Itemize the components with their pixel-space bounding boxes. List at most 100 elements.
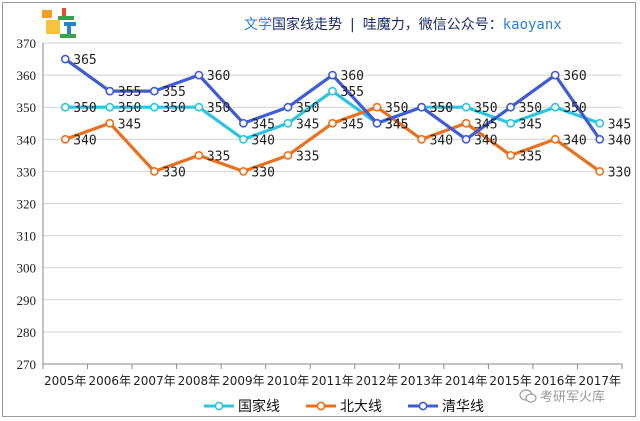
legend: 国家线 北大线 清华线 — [204, 396, 484, 416]
data-label: 345 — [341, 117, 364, 132]
data-label: 340 — [563, 133, 586, 148]
data-point — [328, 118, 337, 128]
data-point — [417, 102, 426, 112]
data-label: 340 — [251, 133, 274, 148]
data-label: 345 — [385, 117, 408, 132]
data-point — [595, 118, 605, 128]
data-label: 335 — [519, 149, 542, 164]
x-tick-label: 2006年 — [89, 374, 132, 388]
data-label: 350 — [563, 101, 586, 116]
data-label: 360 — [563, 69, 586, 84]
data-point — [372, 118, 382, 128]
x-tick-label: 2005年 — [44, 374, 87, 388]
data-point — [328, 86, 337, 96]
data-label: 345 — [519, 117, 542, 132]
legend-item: 清华线 — [408, 396, 484, 416]
x-tick-label: 2014年 — [445, 374, 488, 388]
header-credit: 哇魔力，微信公众号： — [362, 17, 503, 33]
data-label: 350 — [73, 101, 96, 116]
legend-item: 国家线 — [204, 396, 280, 416]
legend-label: 国家线 — [238, 399, 280, 415]
data-label: 350 — [296, 101, 319, 116]
data-point — [194, 70, 204, 80]
header-subject: 文学 — [244, 17, 272, 33]
data-point — [461, 102, 471, 112]
data-point — [506, 150, 516, 160]
data-label: 335 — [207, 149, 230, 164]
y-tick-label: 310 — [17, 229, 37, 244]
y-tick-label: 360 — [17, 68, 37, 83]
data-point — [550, 70, 560, 80]
header-account: kaoyanx — [502, 17, 562, 33]
data-point — [60, 134, 70, 144]
y-tick-label: 270 — [17, 357, 37, 372]
data-label: 345 — [474, 117, 497, 132]
data-point — [550, 134, 560, 144]
legend-swatch — [306, 401, 336, 411]
data-label: 350 — [430, 101, 453, 116]
data-point — [149, 166, 159, 176]
data-point — [417, 134, 426, 144]
data-point — [372, 102, 382, 112]
x-tick-labels: 2005年 2006年 2007年 2008年 2009年 2010年 2011年 2012年… — [44, 374, 621, 388]
data-label: 340 — [430, 133, 453, 148]
y-tick-label: 280 — [17, 325, 37, 340]
wechat-icon — [519, 388, 537, 403]
data-label: 355 — [162, 85, 185, 100]
y-tick-label: 340 — [17, 132, 37, 147]
data-point — [60, 54, 70, 64]
data-label: 350 — [430, 101, 453, 116]
data-point — [283, 150, 293, 160]
data-label: 340 — [474, 133, 497, 148]
x-tick-label: 2015年 — [489, 374, 532, 388]
header-title: 国家线走势 — [272, 17, 342, 33]
data-label: 330 — [251, 165, 274, 180]
watermark-text: 考研军火库 — [540, 390, 606, 405]
data-label: 360 — [207, 69, 230, 84]
y-tick-label: 320 — [17, 197, 37, 212]
data-point — [105, 102, 115, 112]
data-label: 355 — [118, 85, 141, 100]
data-label: 330 — [162, 165, 185, 180]
y-tick-label: 330 — [17, 164, 37, 179]
data-point — [194, 102, 204, 112]
chart-frame — [2, 2, 636, 417]
data-point — [60, 102, 70, 112]
y-tick-label: 370 — [17, 36, 37, 51]
legend-label: 清华线 — [442, 399, 484, 415]
y-tick-label: 350 — [17, 100, 37, 115]
data-point — [105, 86, 115, 96]
data-label: 330 — [608, 165, 631, 180]
data-label: 355 — [341, 85, 364, 100]
data-point — [239, 134, 248, 144]
data-label: 340 — [73, 133, 96, 148]
data-label: 350 — [162, 101, 185, 116]
data-point — [595, 134, 605, 144]
axes — [42, 43, 623, 369]
header-separator: | — [350, 17, 355, 33]
legend-swatch — [204, 401, 234, 411]
data-label: 350 — [118, 101, 141, 116]
legend-item: 北大线 — [306, 396, 382, 416]
data-label: 340 — [608, 133, 631, 148]
data-point — [239, 118, 248, 128]
data-point — [105, 118, 115, 128]
y-tick-labels: 270 280 290 300 310 320 330 340 350 360 370 — [17, 36, 37, 372]
y-tick-label: 290 — [17, 293, 37, 308]
x-tick-label: 2017年 — [578, 374, 621, 388]
data-point — [239, 166, 248, 176]
x-tick-label: 2016年 — [534, 374, 577, 388]
data-point — [461, 134, 471, 144]
data-point — [595, 166, 605, 176]
data-label: 345 — [385, 117, 408, 132]
x-tick-label: 2007年 — [133, 374, 176, 388]
x-tick-label: 2011年 — [311, 374, 354, 388]
data-label: 365 — [73, 53, 96, 68]
logo — [42, 8, 76, 38]
data-label: 345 — [118, 117, 141, 132]
x-tick-label: 2012年 — [356, 374, 399, 388]
legend-swatch — [408, 401, 438, 411]
data-label: 345 — [608, 117, 631, 132]
data-point — [283, 102, 293, 112]
